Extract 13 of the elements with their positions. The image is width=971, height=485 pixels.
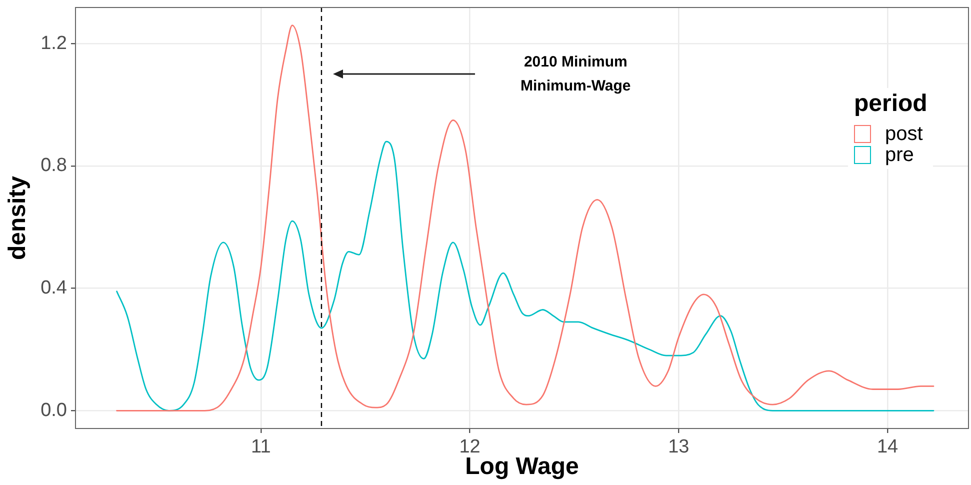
legend-label: pre (885, 144, 914, 166)
x-tick-label: 13 (668, 436, 690, 458)
x-tick-label: 14 (876, 436, 899, 458)
y-tick-label: 1.2 (40, 32, 67, 54)
annotation: 2010 Minimum Minimum-Wage (520, 54, 631, 95)
legend-title: period (854, 90, 928, 117)
x-tick-label: 11 (251, 436, 271, 458)
line-series (116, 24, 934, 412)
y-axis-title: density (4, 175, 32, 260)
y-tick-label: 0.8 (40, 155, 67, 176)
legend-label: post (885, 122, 923, 144)
y-tick-label: 0.0 (40, 400, 67, 421)
y-tick-label: 0.4 (40, 278, 68, 299)
